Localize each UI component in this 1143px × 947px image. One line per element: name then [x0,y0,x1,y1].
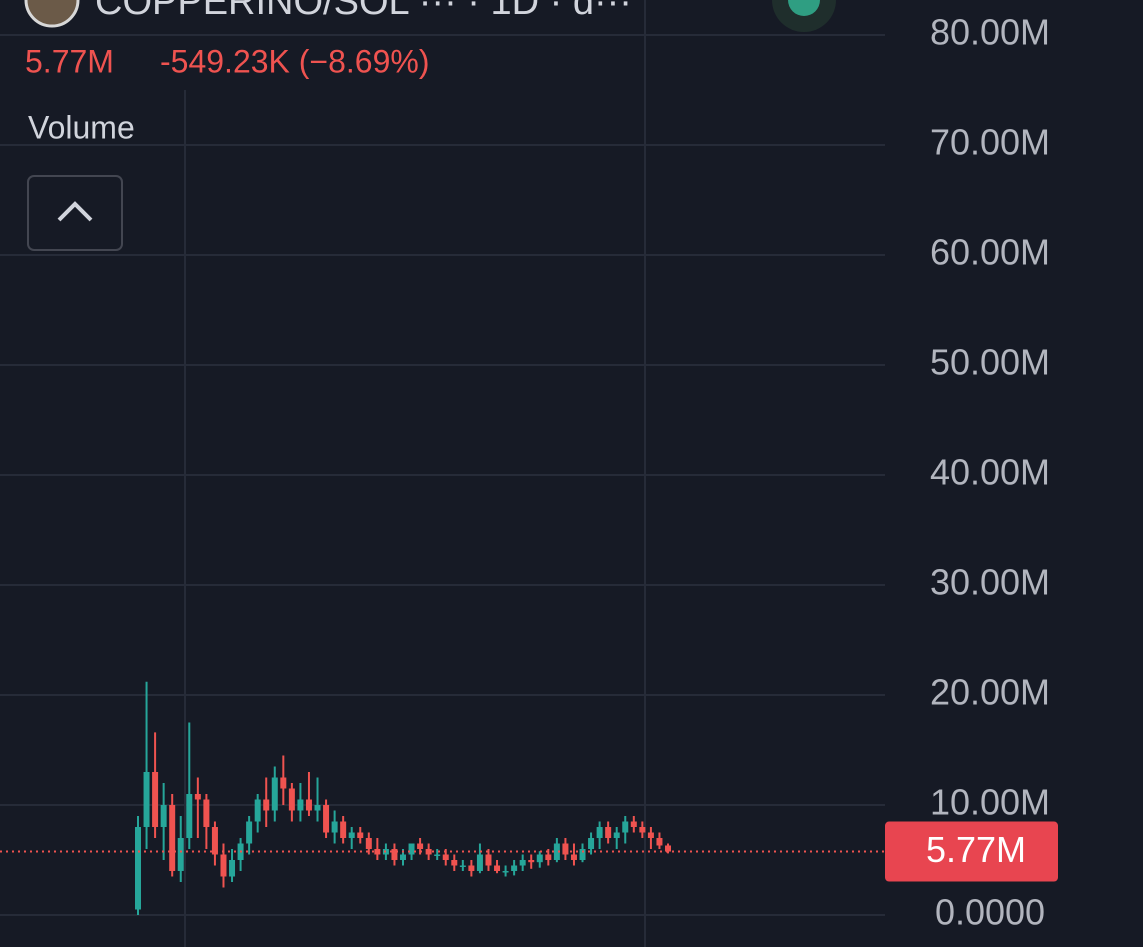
candle-body [468,865,475,871]
candle-body [348,832,355,838]
candle-body [365,838,372,849]
candle-body [545,854,552,860]
y-tick-label: 0.0000 [935,892,1045,933]
indicator-name: Volume [28,109,135,145]
candle-body [459,865,466,867]
y-tick-label: 40.00M [930,452,1050,493]
candle-body [588,838,595,849]
y-tick-label: 30.00M [930,562,1050,603]
y-tick-label: 10.00M [930,782,1050,823]
avatar [24,0,80,28]
candle-body [511,865,518,871]
symbol-title: COPPERINO/SOL ··· · 1D · d··· [95,0,632,23]
y-tick-label: 20.00M [930,672,1050,713]
candle-body [451,860,458,866]
candle-body [579,849,586,860]
candle-body [434,854,441,856]
candle-body [323,805,330,833]
candle-body [553,843,560,860]
candle-body [160,805,167,827]
plot: 0.0000 10.00M 20.00M 30.00M 40.00M 50.00M 60.0… [0,12,1058,933]
candle-body [246,821,253,844]
candle-body [494,865,501,871]
candle-body [502,871,509,873]
candle-body [271,777,278,811]
candle-body [288,788,295,811]
change: -549.23K (−8.69%) [160,43,430,79]
candle-body [143,772,150,827]
candle-body [152,772,159,827]
button-frame[interactable] [27,175,123,251]
candle-body [400,854,406,860]
candle-body [528,860,535,863]
candle-body [639,827,646,833]
y-tick-label: 70.00M [930,122,1050,163]
candle-body [596,827,603,838]
candle-body [340,821,347,838]
candle-body [536,854,543,863]
chevron-up[interactable] [57,201,93,222]
candle-body [408,843,415,855]
candle-body [254,799,261,822]
candle-body [391,849,398,860]
status-dot [788,0,820,16]
candle-body [622,821,629,833]
candle-body [613,832,620,838]
candle-body [169,805,176,871]
candle-body [425,849,432,855]
candle-body [374,849,381,855]
candle-body [665,845,671,852]
y-tick-label: 80.00M [930,12,1050,53]
candle-body [485,854,492,866]
candle-body [220,854,227,877]
candle-body [519,860,526,866]
y-tick-label: 50.00M [930,342,1050,383]
candle-body [280,777,287,789]
candle-body [605,827,612,838]
candle-body [562,843,569,855]
candle-body [630,821,637,827]
candle-body [186,794,193,838]
candle-body [305,799,312,811]
candle-body [263,799,270,811]
candle-body [570,854,577,860]
candle-body [314,805,321,811]
candle-body [417,843,424,849]
candle-body [297,799,304,811]
last-value: 5.77M [25,43,114,79]
candle-body [476,854,483,871]
y-tick-label: 60.00M [930,232,1050,273]
price-label: 5.77M [926,829,1026,870]
price-label-box [885,821,1058,882]
candle-body [229,860,236,877]
candle-body [656,838,663,846]
candle-body [203,799,210,827]
candle-body [177,838,184,871]
candle-body [357,832,364,838]
candle-body [331,821,338,833]
candle-body [194,794,201,800]
candle-body [442,854,449,860]
collapse-button[interactable] [27,175,123,251]
candle-body [211,827,218,855]
candle-body [135,827,141,910]
candle-body [647,832,654,838]
